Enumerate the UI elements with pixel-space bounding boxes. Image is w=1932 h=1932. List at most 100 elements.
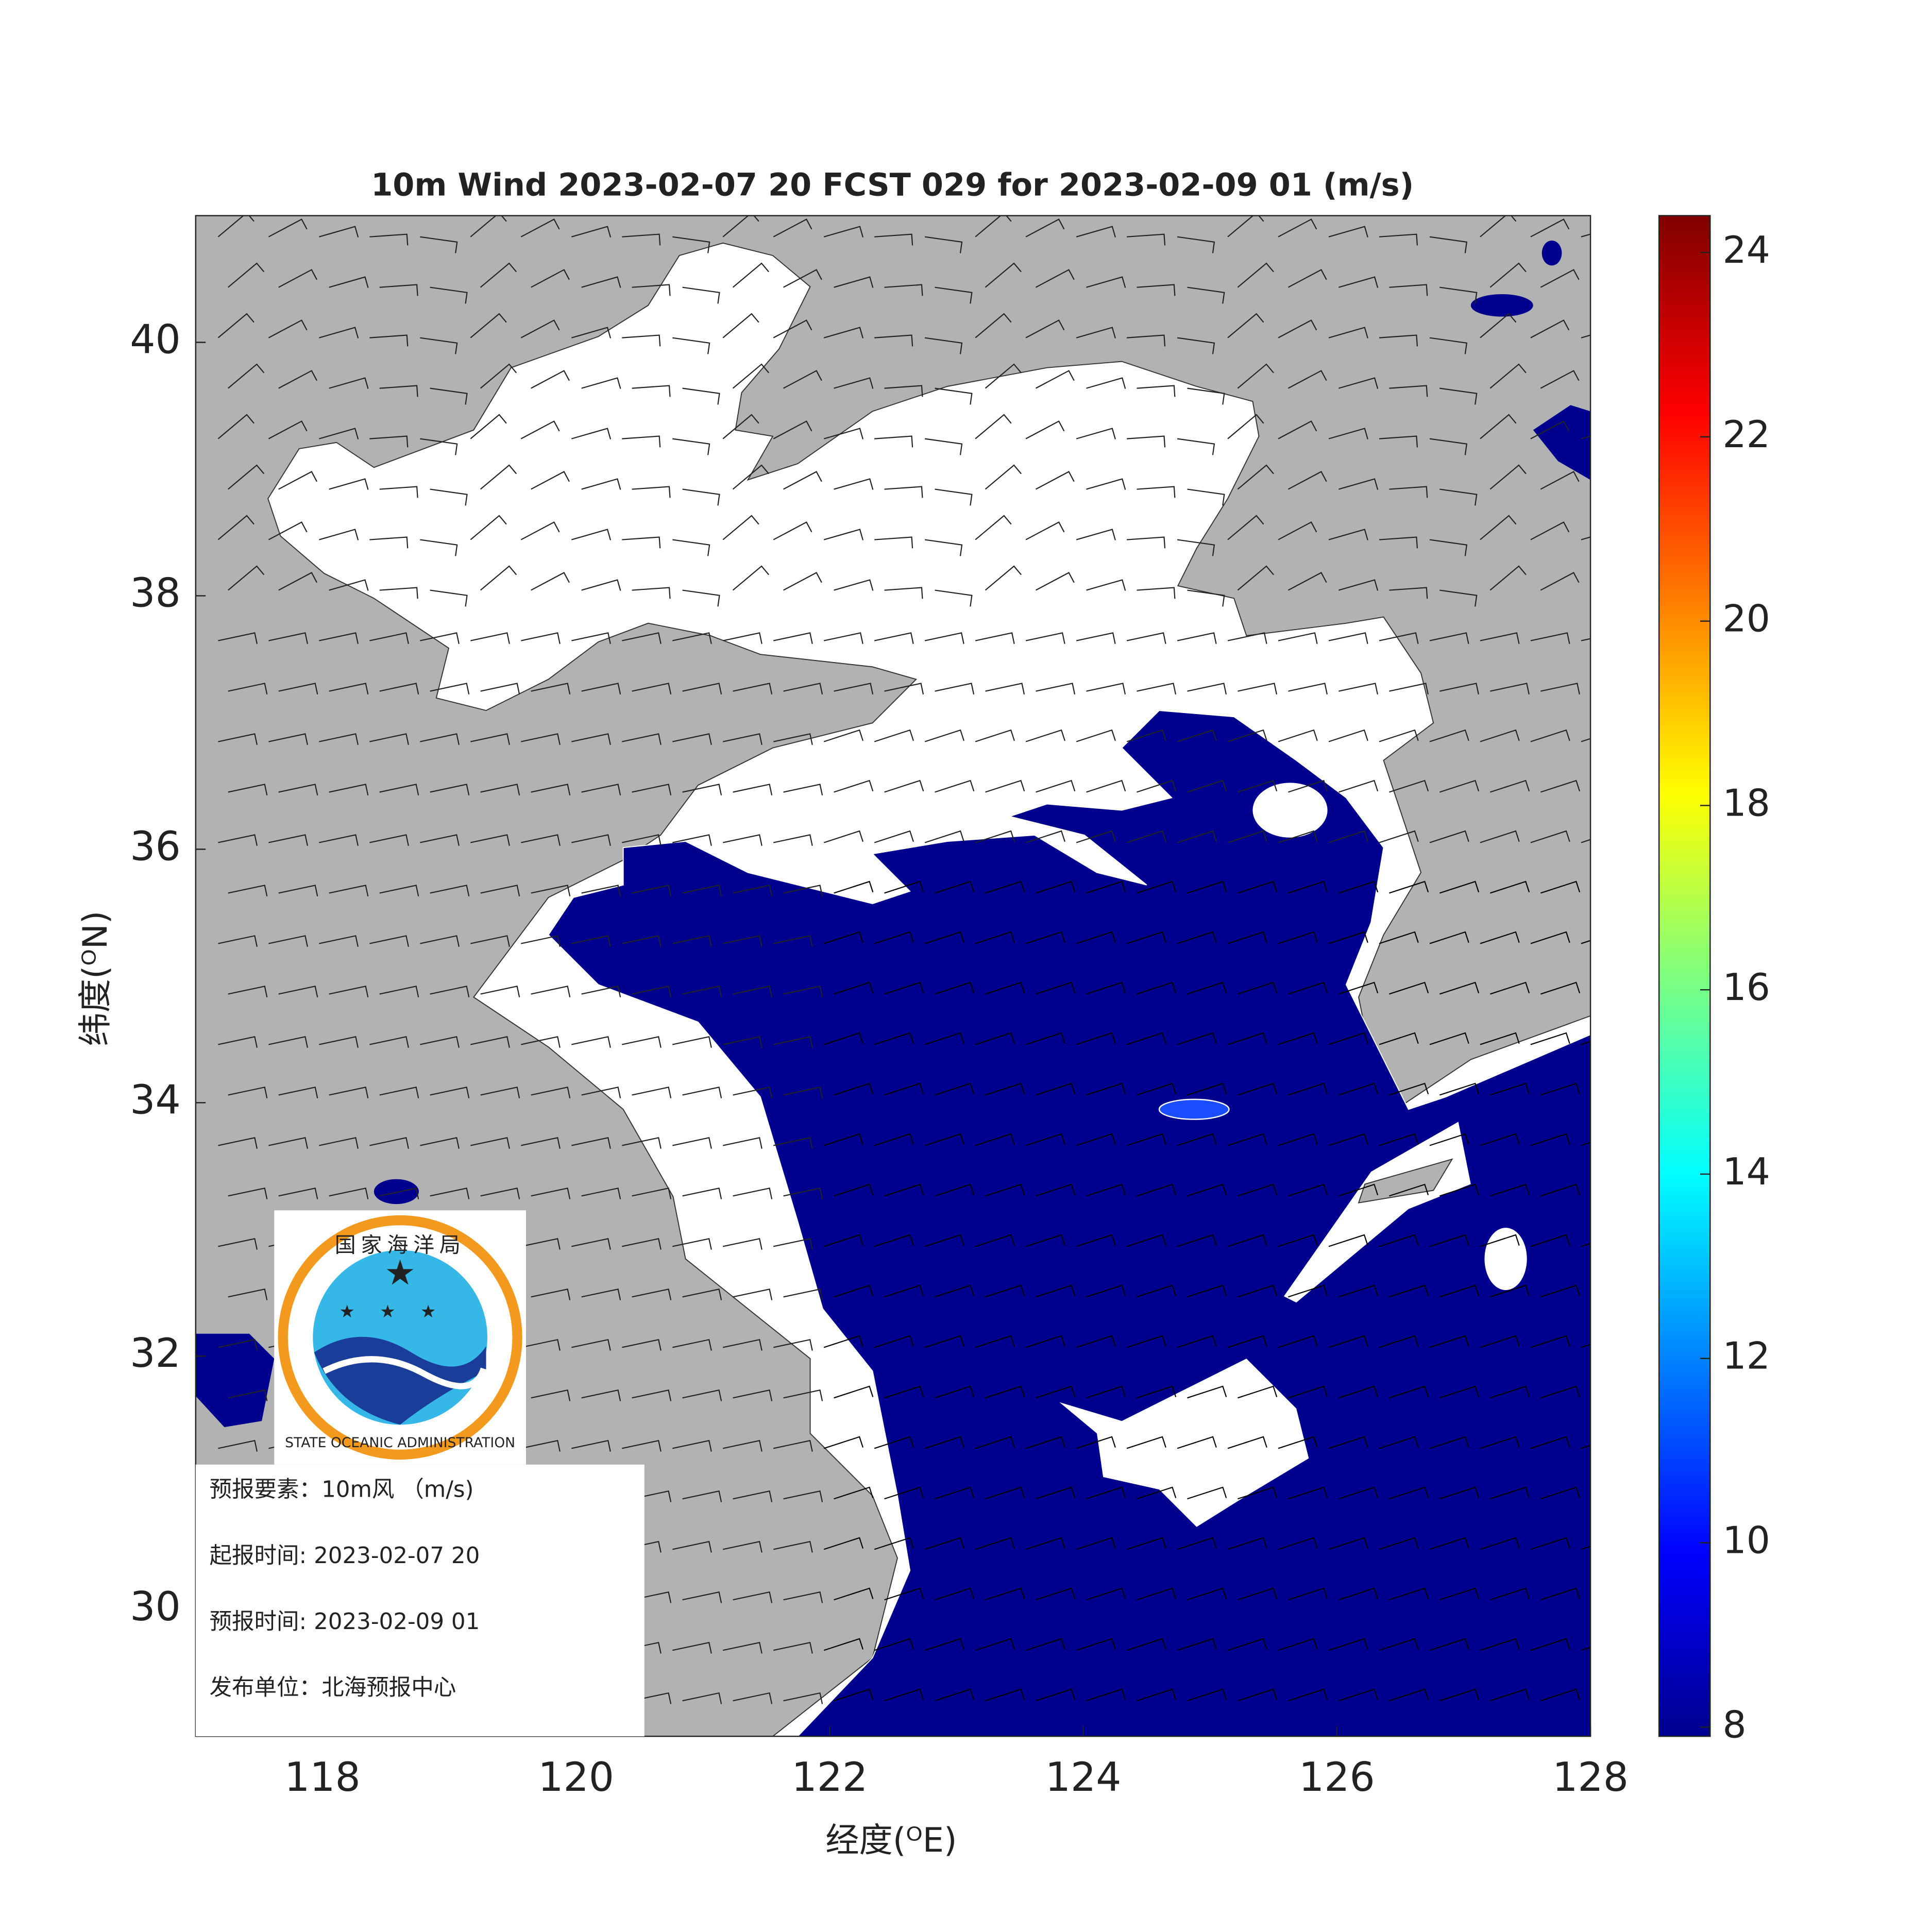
wind-barb [672,1036,712,1048]
wind-barb [1187,1082,1227,1096]
wind-barb [521,1439,561,1452]
y-tick-label: 36 [130,823,181,870]
logo-star: ★ [384,1252,416,1293]
wind-barb [268,834,308,846]
wind-barb [278,1187,318,1199]
wind-barb [480,363,517,389]
wind-barb [975,1335,1015,1348]
wind-barb [329,986,369,997]
wind-barb [1540,471,1580,490]
wind-barb [379,1187,419,1199]
wind-barb [622,435,661,448]
info-lines: 预报要素：10m风 （m/s) 起报时间: 2023-02-07 20 预报时间: … [209,1477,480,1701]
wind-barb [823,729,863,742]
weak-wind-area [1059,1359,1309,1527]
wind-barb [1227,414,1264,439]
wind-barb [1187,488,1225,506]
wind-barb [1379,830,1419,843]
wind-barb [1530,931,1570,944]
wind-barb [531,885,571,896]
wind-barb [773,733,813,745]
wind-barb [1278,1234,1318,1247]
wind-barb [1137,587,1176,599]
wind-barb [1278,1335,1318,1348]
wind-barb [420,438,458,455]
wind-barb [985,1183,1025,1197]
wind-barb [1530,1133,1570,1146]
wind-barb [834,377,874,389]
wind-barb [1540,981,1581,995]
wind-barb [985,683,1025,694]
wind-barb [924,830,964,843]
wind-barb [217,515,255,540]
wind-barb [823,1335,863,1348]
wind-barb [1530,420,1570,439]
wind-barb [470,1036,510,1048]
strong-wind-area [1470,294,1533,317]
wind-barb [1480,729,1520,742]
wind-barb [1389,880,1429,894]
wind-barb [985,880,1025,894]
wind-barb [217,215,255,238]
wind-barb [218,1036,258,1048]
wind-barb [1429,236,1468,253]
wind-barb [430,589,468,607]
wind-barb [1540,269,1580,288]
x-tick-label: 124 [1045,1754,1122,1801]
wind-barb [369,435,409,448]
x-axis-label: 经度(ᴼE) [825,1821,957,1860]
wind-barb [521,834,561,846]
wind-barb [733,1490,773,1502]
wind-barb [1591,781,1630,792]
wind-barb [1177,1537,1217,1550]
wind-barb [975,515,1012,540]
wind-barb [1278,632,1318,644]
wind-barb [1126,830,1166,843]
wind-barb [672,1338,712,1351]
wind-barb [1288,1082,1328,1096]
wind-barb [1379,632,1419,644]
wind-barb [581,1187,621,1199]
wind-barb [1591,1083,1630,1095]
wind-barb [1328,931,1368,944]
wind-barb [884,587,923,599]
wind-barb [1137,1385,1177,1399]
wind-barb [773,632,813,644]
wind-barb [884,1385,924,1399]
wind-barb [1126,632,1166,644]
wind-barb [228,464,265,490]
wind-barb [1086,478,1126,490]
wind-barb [430,784,470,795]
wind-barb [823,1638,863,1651]
wind-barb [732,464,770,490]
wind-barb [834,1385,874,1399]
colorbar-tick-label: 20 [1723,598,1770,641]
wind-barb [884,880,924,894]
wind-barb [480,1087,520,1098]
wind-barb [874,1133,914,1146]
wind-barb [1389,1284,1429,1298]
wind-barb [1187,683,1227,694]
wind-barb [823,632,863,644]
wind-barb [985,1082,1025,1096]
wind-barb [1076,1234,1116,1247]
wind-barb [1227,515,1264,540]
wind-barb [520,218,560,238]
wind-barb [884,1486,924,1500]
wind-barb [1591,1184,1630,1196]
wind-barb [1137,1688,1177,1702]
wind-barb [1086,276,1126,288]
wind-barb [228,262,265,288]
wind-barb [520,420,560,439]
x-tick-label: 128 [1552,1754,1629,1801]
wind-barb [1480,1436,1520,1449]
wind-barb [278,269,317,288]
wind-barb [1076,529,1116,540]
wind-barb [379,683,419,694]
wind-barb [1025,420,1065,439]
wind-barb [722,1036,762,1048]
wind-barb [480,262,517,288]
wind-barb [430,683,470,694]
wind-barb [1137,1486,1177,1500]
wind-barb [480,885,520,896]
